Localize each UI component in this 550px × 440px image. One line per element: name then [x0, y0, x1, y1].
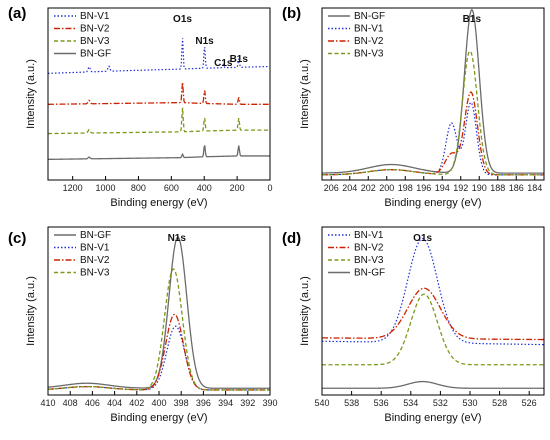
panel-letter: (b)	[282, 5, 301, 22]
series-line-bn-v2	[322, 287, 544, 341]
legend-entry: BN-V1	[354, 24, 384, 35]
series-line-bn-v3	[48, 268, 270, 391]
series-line-bn-gf	[48, 236, 270, 389]
x-tick-label: 530	[462, 398, 477, 408]
legend-entry: BN-V2	[80, 24, 110, 35]
x-tick-label: 184	[527, 183, 542, 193]
x-tick-label: 394	[218, 398, 233, 408]
y-axis-label: Intensity (a.u.)	[299, 276, 311, 346]
x-tick-label: 196	[416, 183, 431, 193]
panel-letter: (d)	[282, 230, 301, 247]
series-line-bn-v2	[322, 91, 544, 176]
series-line-bn-gf	[48, 145, 270, 161]
x-tick-label: 540	[314, 398, 329, 408]
x-tick-label: 528	[492, 398, 507, 408]
plot-frame	[321, 226, 545, 396]
series-line-bn-gf	[322, 8, 544, 174]
panel-letter: (a)	[8, 5, 26, 22]
x-tick-label: 396	[196, 398, 211, 408]
peak-label: O1s	[173, 14, 192, 25]
legend-entry: BN-V2	[354, 243, 384, 254]
peak-label: C1s	[214, 58, 233, 69]
y-axis-label: Intensity (a.u.)	[25, 276, 37, 346]
x-tick-label: 1000	[96, 183, 116, 193]
series-line-bn-v2	[48, 82, 270, 105]
x-tick-label: 400	[197, 183, 212, 193]
x-tick-label: 534	[403, 398, 418, 408]
plot-frame	[47, 7, 271, 181]
y-axis-label: Intensity (a.u.)	[299, 59, 311, 129]
x-tick-label: 204	[342, 183, 357, 193]
series-line-bn-gf	[322, 380, 544, 389]
series-line-bn-v3	[48, 107, 270, 135]
legend-entry: BN-V1	[80, 243, 110, 254]
peak-label: N1s	[168, 233, 187, 244]
x-axis-label: Binding energy (eV)	[110, 197, 207, 209]
x-tick-label: 402	[129, 398, 144, 408]
plot-frame	[321, 7, 545, 181]
legend-entry: BN-GF	[354, 11, 385, 22]
x-tick-label: 538	[344, 398, 359, 408]
panel-b: (b) 206 204 202 200 198 196 194 192 190 188 186 184 B…	[282, 5, 545, 209]
peak-label: N1s	[195, 36, 214, 47]
x-tick-label: 198	[398, 183, 413, 193]
x-tick-label: 192	[453, 183, 468, 193]
y-axis-label: Intensity (a.u.)	[25, 59, 37, 129]
x-tick-label: 536	[374, 398, 389, 408]
x-tick-label: 1200	[63, 183, 83, 193]
legend-entry: BN-V3	[354, 49, 384, 60]
legend-entry: BN-V3	[354, 255, 384, 266]
x-tick-label: 390	[262, 398, 277, 408]
legend-entry: BN-V1	[354, 230, 384, 241]
x-tick-label: 190	[472, 183, 487, 193]
legend-entry: BN-GF	[80, 49, 111, 60]
legend-entry: BN-GF	[354, 268, 385, 279]
x-axis-label: Binding energy (eV)	[384, 412, 481, 424]
legend-entry: BN-V2	[80, 255, 110, 266]
x-tick-label: 194	[435, 183, 450, 193]
legend-entry: BN-V3	[80, 36, 110, 47]
x-tick-label: 188	[490, 183, 505, 193]
x-tick-label: 206	[324, 183, 339, 193]
x-tick-label: 200	[379, 183, 394, 193]
x-axis-label: Binding energy (eV)	[384, 197, 481, 209]
x-tick-label: 200	[230, 183, 245, 193]
panel-a: (a) 1200 1000 800 600 400 200 0 Binding energy (…	[8, 5, 273, 209]
series-line-bn-v3	[322, 293, 544, 366]
peak-label: O1s	[413, 233, 432, 244]
legend-entry: BN-V1	[80, 11, 110, 22]
x-tick-label: 526	[522, 398, 537, 408]
x-tick-label: 392	[240, 398, 255, 408]
panel-d: (d) 540 538 536 534 532 530 528 526 Binding energ…	[282, 226, 545, 424]
peak-label: B1s	[463, 14, 482, 25]
legend-entry: BN-V2	[354, 36, 384, 47]
x-tick-label: 600	[164, 183, 179, 193]
legend-entry: BN-GF	[80, 230, 111, 241]
series-line-bn-v3	[322, 50, 544, 176]
x-tick-label: 202	[361, 183, 376, 193]
x-tick-label: 186	[509, 183, 524, 193]
panel-c: (c) 410 408 406 404 402 400 398 396 394 392 390 Bind…	[8, 226, 278, 424]
peak-label: B1s	[230, 54, 249, 65]
series-line-bn-v1	[48, 38, 270, 74]
x-tick-label: 406	[85, 398, 100, 408]
x-tick-label: 532	[433, 398, 448, 408]
panel-letter: (c)	[8, 230, 26, 247]
x-tick-label: 800	[131, 183, 146, 193]
series-line-bn-v1	[322, 101, 544, 176]
legend-entry: BN-V3	[80, 268, 110, 279]
x-axis-label: Binding energy (eV)	[110, 412, 207, 424]
x-tick-label: 398	[174, 398, 189, 408]
x-tick-label: 408	[63, 398, 78, 408]
x-tick-label: 410	[40, 398, 55, 408]
x-tick-label: 404	[107, 398, 122, 408]
series-line-bn-v2	[48, 313, 270, 391]
x-tick-label: 400	[151, 398, 166, 408]
x-tick-label: 0	[267, 183, 272, 193]
